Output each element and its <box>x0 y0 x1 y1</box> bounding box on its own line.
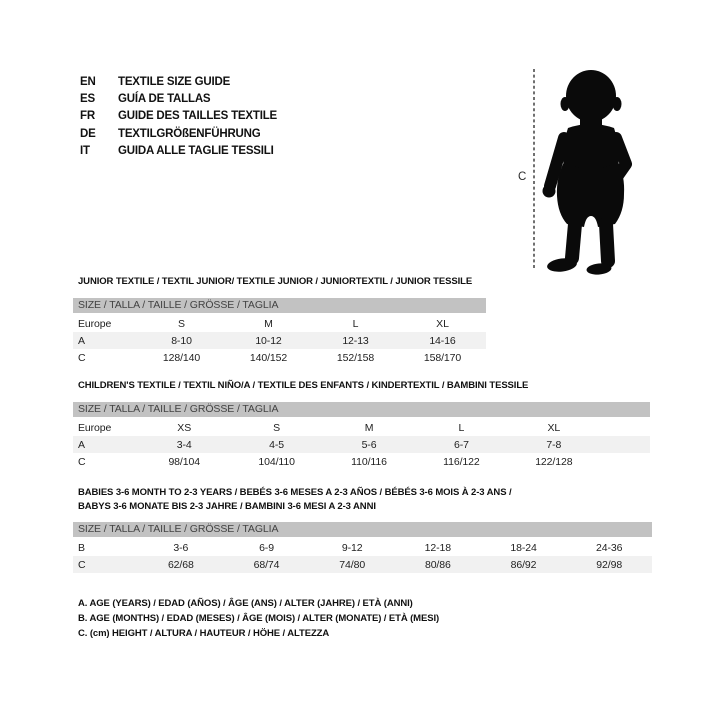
size-cell: 158/170 <box>423 351 462 364</box>
size-cell: 12-13 <box>342 334 369 347</box>
size-cell: 68/74 <box>253 558 280 571</box>
size-cell: 7-8 <box>546 438 562 451</box>
size-cell: XL <box>436 317 449 330</box>
size-cell: 128/140 <box>162 351 201 364</box>
size-cell: 92/98 <box>596 558 623 571</box>
language-row-es: ES GUÍA DE TALLAS <box>80 91 277 108</box>
size-cell: 62/68 <box>167 558 194 571</box>
table-title-line1: BABIES 3-6 MONTH TO 2-3 YEARS / BEBÉS 3-… <box>78 487 512 498</box>
size-header-bar: SIZE / TALLA / TAILLE / GRÖSSE / TAGLIA <box>73 522 652 537</box>
size-cell: M <box>364 421 374 434</box>
footnote-a: A. AGE (YEARS) / EDAD (AÑOS) / ÂGE (ANS)… <box>78 598 413 609</box>
size-cell: 6-7 <box>453 438 469 451</box>
table-title-line2: BABYS 3-6 MONATE BIS 2-3 JAHRE / BAMBINI… <box>78 501 376 512</box>
size-cell: L <box>458 421 465 434</box>
row-label: B <box>78 541 85 554</box>
size-cell: 10-12 <box>255 334 282 347</box>
size-cell: 98/104 <box>168 455 200 468</box>
size-cell: M <box>264 317 273 330</box>
size-cell: 86/92 <box>510 558 537 571</box>
row-label: A <box>78 334 85 347</box>
language-row-it: IT GUIDA ALLE TAGLIE TESSILI <box>80 143 277 160</box>
row-label: C <box>78 455 86 468</box>
footnote-b: B. AGE (MONTHS) / EDAD (MESES) / ÂGE (MO… <box>78 613 440 624</box>
size-cell: 104/110 <box>258 455 295 468</box>
language-code: EN <box>80 76 96 88</box>
language-label: GUIDA ALLE TAGLIE TESSILI <box>118 144 274 157</box>
size-cell: 12-18 <box>424 541 452 554</box>
language-label: GUIDE DES TAILLES TEXTILE <box>118 110 277 123</box>
size-cell: 74/80 <box>339 558 366 571</box>
size-cell: 18-24 <box>510 541 537 554</box>
size-cell: 110/116 <box>351 455 387 468</box>
language-guide-list: EN TEXTILE SIZE GUIDE ES GUÍA DE TALLAS … <box>80 74 277 160</box>
footnote-c: C. (cm) HEIGHT / ALTURA / HAUTEUR / HÖHE… <box>78 628 330 639</box>
size-table-children: CHILDREN'S TEXTILE / TEXTIL NIÑO/A / TEX… <box>73 380 650 470</box>
toddler-silhouette <box>542 70 632 275</box>
table-title: JUNIOR TEXTILE / TEXTIL JUNIOR/ TEXTILE … <box>78 276 473 287</box>
row-label: A <box>78 438 85 451</box>
language-label: TEXTILGRÖßENFÜHRUNG <box>118 127 261 140</box>
table-row-height: C 98/104 104/110 110/116 116/122 122/128 <box>73 453 650 470</box>
size-cell: 14-16 <box>429 334 456 347</box>
table-row-age: A 8-10 10-12 12-13 14-16 <box>73 332 486 349</box>
footnotes: A. AGE (YEARS) / EDAD (AÑOS) / ÂGE (ANS)… <box>78 596 439 641</box>
table-row-europe: Europe XS S M L XL <box>73 419 650 436</box>
size-table-junior: JUNIOR TEXTILE / TEXTIL JUNIOR/ TEXTILE … <box>73 276 486 366</box>
language-row-de: DE TEXTILGRÖßENFÜHRUNG <box>80 126 277 143</box>
table-title: CHILDREN'S TEXTILE / TEXTIL NIÑO/A / TEX… <box>78 380 529 391</box>
language-code: ES <box>80 93 95 106</box>
table-row-age-months: B 3-6 6-9 9-12 12-18 18-24 24-36 <box>73 539 652 556</box>
language-label: TEXTILE SIZE GUIDE <box>118 76 231 88</box>
language-row-fr: FR GUIDE DES TAILLES TEXTILE <box>80 108 277 125</box>
size-cell: 4-5 <box>269 438 285 451</box>
table-row-height: C 62/68 68/74 74/80 80/86 86/92 92/98 <box>73 556 652 573</box>
language-code: IT <box>80 144 90 157</box>
size-cell: 80/86 <box>424 558 451 571</box>
size-cell: 116/122 <box>443 455 480 468</box>
language-code: FR <box>80 110 95 123</box>
size-cell: 8-10 <box>171 334 192 347</box>
row-label: Europe <box>78 317 112 330</box>
size-cell: 9-12 <box>341 541 363 554</box>
size-cell: 152/158 <box>336 351 375 364</box>
size-header-bar: SIZE / TALLA / TAILLE / GRÖSSE / TAGLIA <box>73 298 486 313</box>
size-cell: 3-6 <box>173 541 189 554</box>
language-label: GUÍA DE TALLAS <box>118 93 211 106</box>
size-cell: 5-6 <box>361 438 377 451</box>
size-cell: L <box>352 317 359 330</box>
size-cell: 3-4 <box>176 438 192 451</box>
size-cell: 24-36 <box>596 541 623 554</box>
table-row-age: A 3-4 4-5 5-6 6-7 7-8 <box>73 436 650 453</box>
table-row-europe: Europe S M L XL <box>73 315 486 332</box>
size-cell: 6-9 <box>259 541 274 554</box>
row-label: C <box>78 558 86 571</box>
size-table-babies: BABIES 3-6 MONTH TO 2-3 YEARS / BEBÉS 3-… <box>73 486 652 573</box>
toddler-figure: C <box>518 69 632 275</box>
language-code: DE <box>80 127 96 140</box>
row-label: Europe <box>78 421 112 434</box>
size-cell: 140/152 <box>249 351 288 364</box>
size-cell: S <box>178 317 185 330</box>
figure-height-label: C <box>518 171 526 183</box>
language-row-en: EN TEXTILE SIZE GUIDE <box>80 74 277 91</box>
size-header-bar: SIZE / TALLA / TAILLE / GRÖSSE / TAGLIA <box>73 402 650 417</box>
size-cell: S <box>273 421 281 434</box>
row-label: C <box>78 351 86 364</box>
table-row-height: C 128/140 140/152 152/158 158/170 <box>73 349 486 366</box>
size-cell: 122/128 <box>535 455 573 468</box>
size-cell: XS <box>177 421 192 434</box>
size-cell: XL <box>547 421 561 434</box>
